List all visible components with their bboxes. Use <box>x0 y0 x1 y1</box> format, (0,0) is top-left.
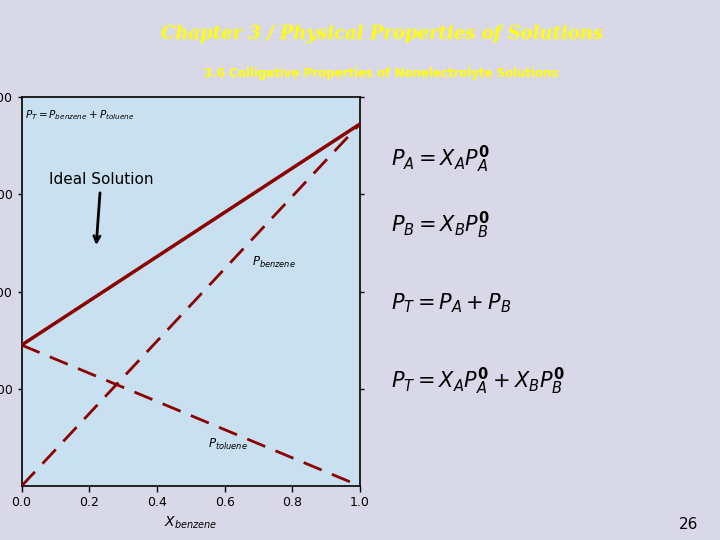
Text: $P_{toluene}$: $P_{toluene}$ <box>208 437 248 452</box>
Text: $P_T = X_A P^{\mathbf{0}}_A + X_B P^{\mathbf{0}}_B$: $P_T = X_A P^{\mathbf{0}}_A + X_B P^{\ma… <box>392 366 565 396</box>
Text: Chapter 3 / Physical Properties of Solutions: Chapter 3 / Physical Properties of Solut… <box>161 25 603 43</box>
Text: $P_T = P_A + P_B$: $P_T = P_A + P_B$ <box>392 292 512 315</box>
Text: $P_A = X_A P^{\mathbf{0}}_A$: $P_A = X_A P^{\mathbf{0}}_A$ <box>392 144 490 175</box>
Text: $P_{T} = P_{benzene} + P_{toluene}$: $P_{T} = P_{benzene} + P_{toluene}$ <box>25 108 135 122</box>
Text: $P_B = X_B P^{\mathbf{0}}_B$: $P_B = X_B P^{\mathbf{0}}_B$ <box>392 210 491 241</box>
Text: 26: 26 <box>679 517 698 532</box>
Text: $P_{benzene}$: $P_{benzene}$ <box>252 255 296 270</box>
X-axis label: $X_{benzene}$: $X_{benzene}$ <box>164 515 217 531</box>
Text: Ideal Solution: Ideal Solution <box>49 172 153 242</box>
Text: 3.6 Colligative Properties of Nonelectrolyte Solutions: 3.6 Colligative Properties of Nonelectro… <box>204 66 559 79</box>
